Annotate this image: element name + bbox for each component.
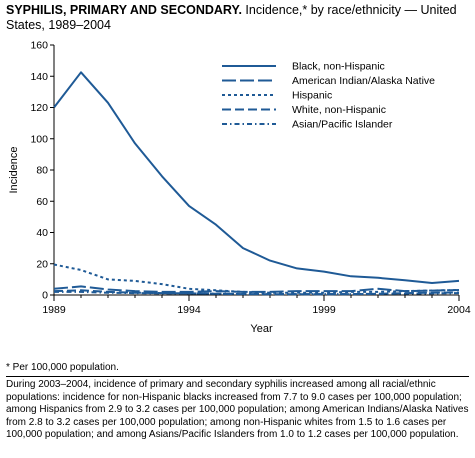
legend-label-0: Black, non-Hispanic bbox=[292, 61, 385, 73]
x-tick-label: 1999 bbox=[312, 304, 336, 316]
chart-title-bold: SYPHILIS, PRIMARY AND SECONDARY. bbox=[6, 3, 242, 17]
legend-label-2: Hispanic bbox=[292, 90, 332, 102]
x-tick-label: 2004 bbox=[447, 304, 471, 316]
footnote: * Per 100,000 population. bbox=[6, 362, 119, 373]
chart-title-rest: Incidence,* by race/ethnicity — United S… bbox=[6, 3, 457, 32]
y-tick-label: 100 bbox=[30, 133, 48, 145]
series-line-2 bbox=[53, 263, 460, 294]
series-line-4 bbox=[54, 290, 460, 296]
y-tick-label: 20 bbox=[36, 258, 48, 270]
chart-note: During 2003–2004, incidence of primary a… bbox=[6, 379, 469, 440]
x-axis-label: Year bbox=[250, 323, 273, 335]
divider bbox=[6, 376, 469, 377]
y-tick-label: 60 bbox=[36, 196, 48, 208]
legend-label-4: Asian/Pacific Islander bbox=[292, 119, 393, 131]
chart-title: SYPHILIS, PRIMARY AND SECONDARY. Inciden… bbox=[6, 3, 471, 33]
y-tick-label: 80 bbox=[36, 165, 48, 177]
y-axis-label: Incidence bbox=[8, 146, 20, 193]
series-line-0 bbox=[53, 71, 460, 284]
line-chart: 0 20 40 60 80 100 120 140 160 1989 1994 1999 2004 Yea… bbox=[8, 40, 471, 336]
series-line-1 bbox=[53, 285, 460, 293]
y-tick-label: 40 bbox=[36, 227, 48, 239]
legend-label-1: American Indian/Alaska Native bbox=[292, 75, 435, 87]
y-tick-label: 160 bbox=[30, 40, 48, 52]
legend-label-3: White, non-Hispanic bbox=[292, 104, 386, 116]
y-tick-label: 140 bbox=[30, 71, 48, 83]
x-tick-label: 1989 bbox=[42, 304, 66, 316]
y-tick-label: 0 bbox=[42, 290, 48, 302]
x-tick-label: 1994 bbox=[177, 304, 201, 316]
y-tick-label: 120 bbox=[30, 102, 48, 114]
